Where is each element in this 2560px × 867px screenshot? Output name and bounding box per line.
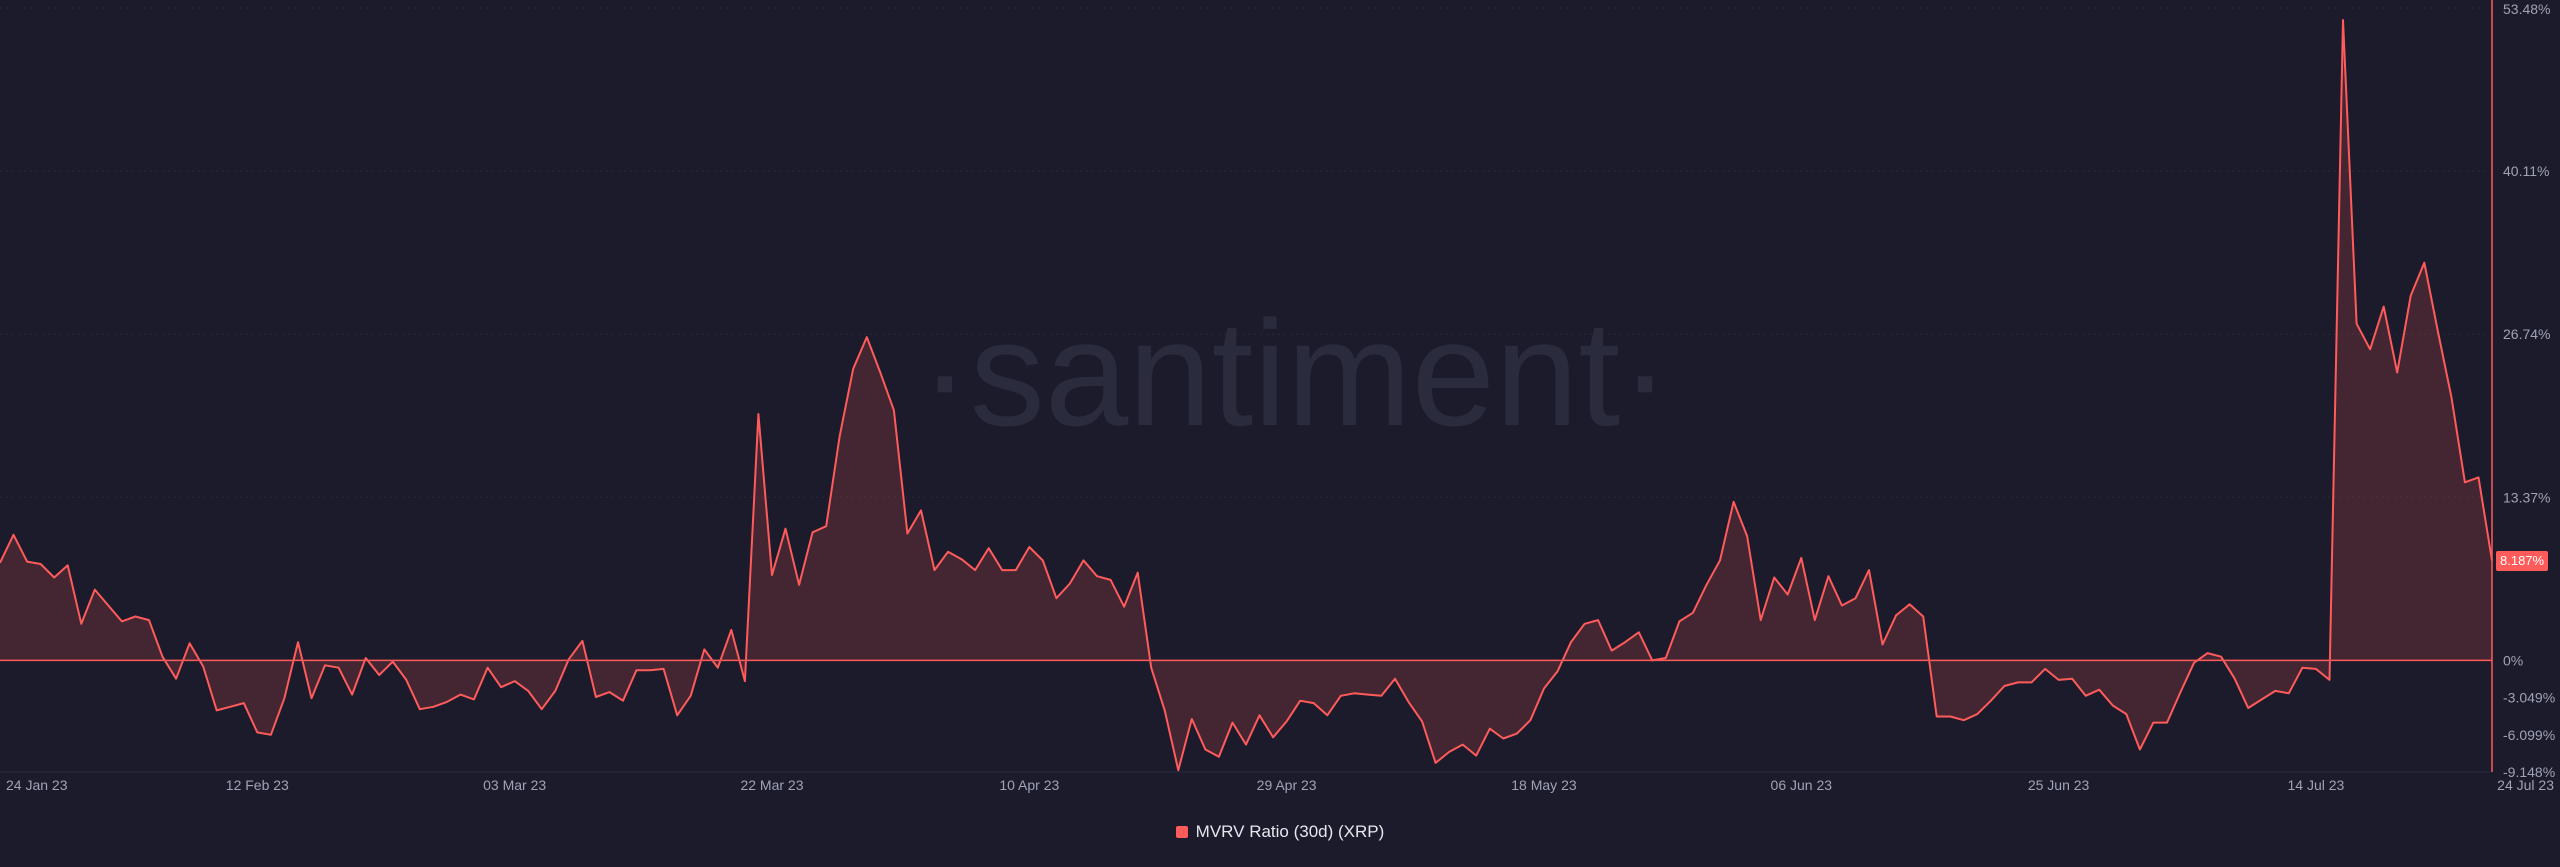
legend[interactable]: MVRV Ratio (30d) (XRP) <box>0 822 2560 842</box>
x-tick-label: 24 Jan 23 <box>6 777 68 793</box>
x-tick-label: 03 Mar 23 <box>483 777 546 793</box>
x-tick-label: 14 Jul 23 <box>2288 777 2345 793</box>
x-tick-label: 06 Jun 23 <box>1771 777 1833 793</box>
x-tick-label: 29 Apr 23 <box>1257 777 1317 793</box>
x-tick-label: 25 Jun 23 <box>2028 777 2090 793</box>
legend-swatch <box>1175 826 1188 838</box>
y-tick-label: 40.11% <box>2503 163 2549 179</box>
x-tick-label: 22 Mar 23 <box>740 777 803 793</box>
y-tick-label: -6.099% <box>2503 727 2555 743</box>
y-tick-label: -3.049% <box>2503 690 2555 706</box>
x-axis: 24 Jan 23 12 Feb 23 03 Mar 23 22 Mar 23 10 A… <box>6 777 2554 793</box>
last-value-badge: 8.187% <box>2496 550 2549 571</box>
grid-lines <box>0 7 2492 773</box>
mvrv-series-line <box>0 19 2493 772</box>
y-tick-label: 0% <box>2503 652 2523 668</box>
y-tick-label: -9.148% <box>2503 764 2555 780</box>
x-tick-label: 12 Feb 23 <box>226 777 289 793</box>
legend-label: MVRV Ratio (30d) (XRP) <box>1195 822 1385 841</box>
x-tick-label: 24 Jul 23 <box>2497 777 2554 793</box>
y-tick-label: 13.37% <box>2503 489 2550 505</box>
x-tick-label: 10 Apr 23 <box>999 777 1059 793</box>
watermark: ·santiment· <box>920 289 1670 457</box>
mvrv-area-fill <box>0 20 2492 771</box>
y-tick-label: 53.48% <box>2503 1 2550 17</box>
y-axis: 53.48% 40.11% 26.74% 13.37% 0% -3.049% -6.099%… <box>2503 1 2555 780</box>
y-tick-label: 26.74% <box>2503 326 2550 342</box>
x-tick-label: 18 May 23 <box>1511 777 1577 793</box>
